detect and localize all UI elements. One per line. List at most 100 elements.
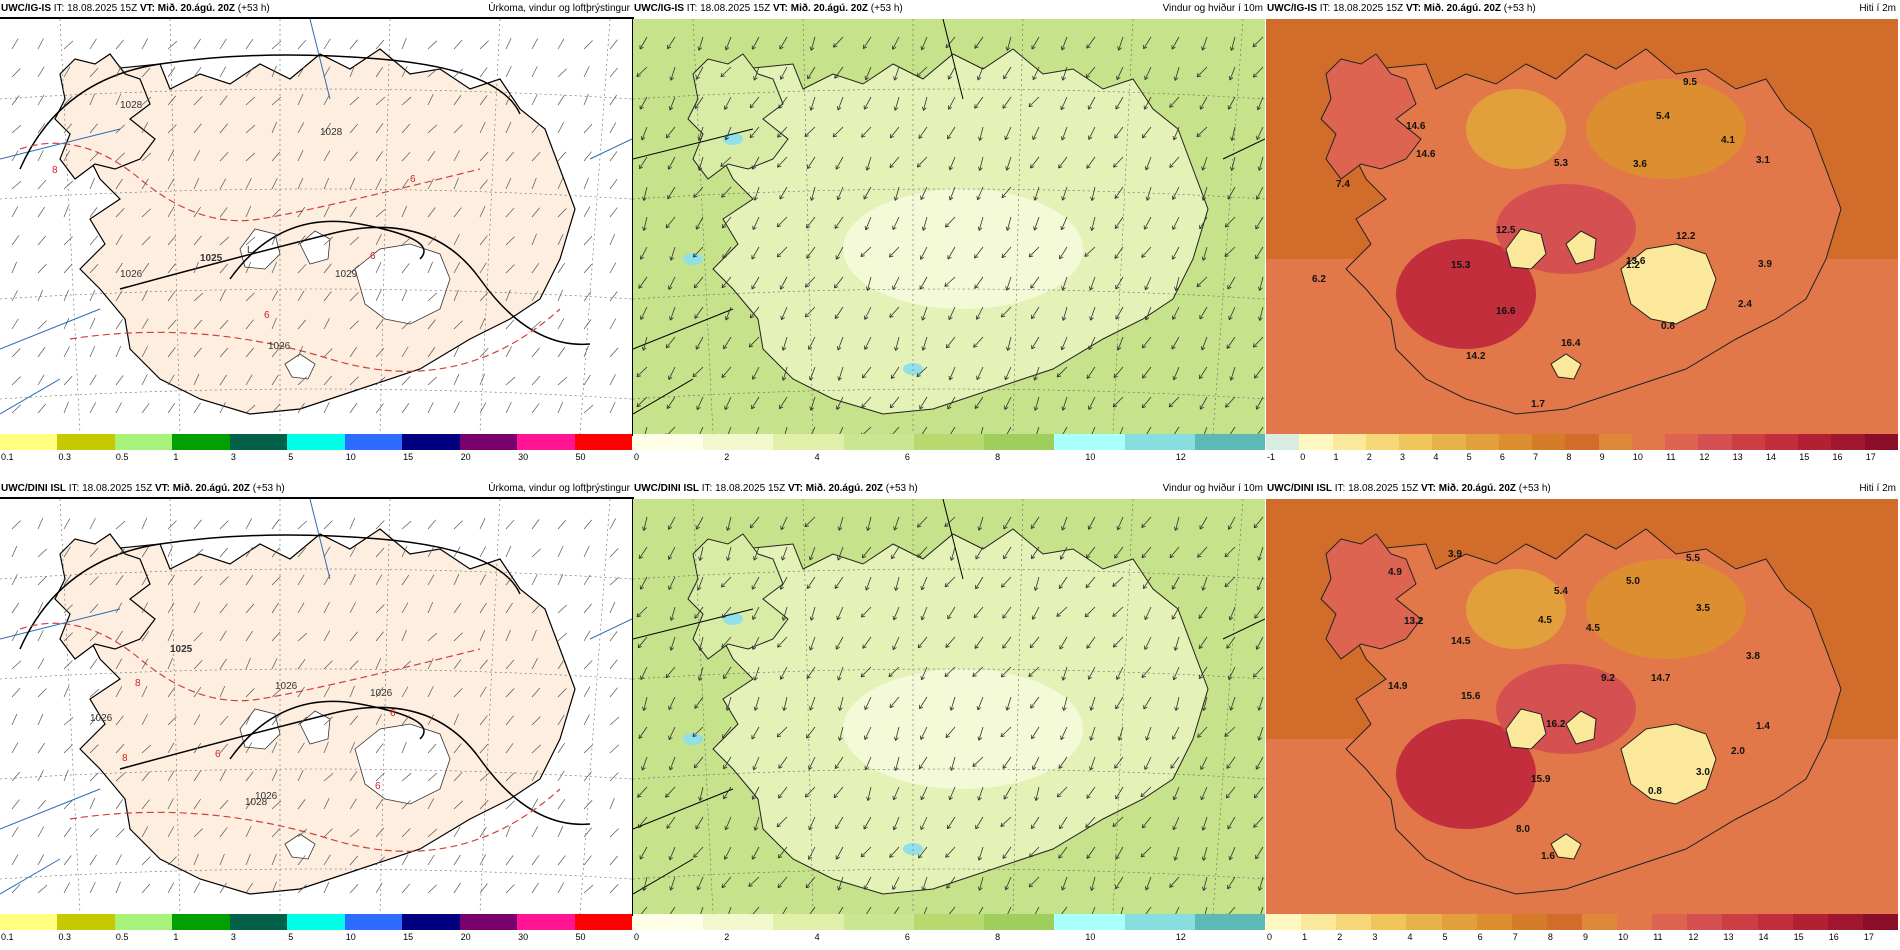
panel-header: UWC/IG-IS IT: 18.08.2025 15Z VT: Mið. 20…: [633, 0, 1265, 18]
wind-arrowhead: [781, 616, 787, 621]
temp-map[interactable]: 14.6 14.6 7.4 12.5 6.2 15.3 16.6 14.2 16.4 1.7 5.3…: [1266, 19, 1898, 434]
isobar: [119, 706, 591, 826]
wind-arrowhead: [1005, 166, 1010, 171]
wind-arrow: [668, 516, 676, 530]
wind-barb: [11, 742, 19, 754]
wind-barb: [271, 715, 280, 726]
wind-arrowhead: [808, 765, 813, 770]
wind-arrowhead: [1004, 135, 1009, 141]
precip-map[interactable]: 1025 1026 1026 1026 1028 1026 8 8 6 6 6: [0, 497, 634, 916]
temperature-value: 3.5: [1696, 603, 1710, 614]
wind-arrow: [668, 546, 676, 560]
wind-arrow: [777, 876, 788, 888]
wind-barb: [63, 317, 70, 330]
wind-arrow: [1200, 786, 1208, 800]
temperature-value: 1.6: [1541, 851, 1555, 862]
contour-label: 1028: [120, 100, 143, 111]
wind-arrow: [780, 66, 788, 80]
wind-arrowhead: [1060, 46, 1066, 51]
wind-arrow: [721, 366, 732, 378]
wind-barb: [245, 630, 253, 642]
colorbar-swatch: [843, 434, 915, 450]
wind-arrow: [1228, 96, 1236, 110]
wind-arrow: [669, 306, 676, 321]
wind-barb: [11, 660, 22, 670]
wind-arrow: [665, 216, 676, 229]
graticule-line: [692, 19, 714, 434]
contour-label: 1025: [170, 644, 193, 655]
precip-map[interactable]: 1028 1028 1025 1029 1026 1026 8 6 6 6 L: [0, 17, 634, 436]
wind-arrow: [1091, 216, 1096, 231]
init-time: 18.08.2025 15Z: [1333, 3, 1404, 14]
wind-arrowhead: [1172, 825, 1177, 831]
wind-arrow: [1172, 216, 1180, 230]
wind-arrow: [972, 666, 984, 677]
wind-barb: [245, 292, 255, 302]
wind-arrowhead: [917, 553, 922, 558]
wind-arrowhead: [808, 376, 814, 381]
wind-map[interactable]: [633, 499, 1265, 914]
wind-arrowhead: [1197, 733, 1202, 738]
wind-arrow: [947, 246, 956, 260]
wind-barb: [427, 686, 434, 698]
wind-arrow: [1115, 276, 1124, 290]
colorbar-tick: 12: [1699, 452, 1710, 462]
wind-arrow: [1114, 126, 1124, 139]
graticule-line: [802, 19, 814, 434]
colorbar-tick: 7: [1512, 932, 1518, 942]
wind-arrow: [832, 126, 844, 138]
wind-arrow: [778, 96, 788, 109]
wind-barb: [531, 233, 537, 246]
colorbar-swatch: [1532, 434, 1566, 450]
colorbar-swatch: [1432, 434, 1467, 450]
colorbar-tick: 0: [1300, 452, 1306, 462]
panel-header: UWC/IG-IS IT: 18.08.2025 15Z VT: Mið. 20…: [1266, 0, 1898, 18]
wind-barb: [167, 882, 175, 894]
wind-arrowhead: [1252, 673, 1258, 678]
wind-barb: [583, 235, 593, 246]
wind-barb: [531, 744, 542, 754]
wind-arrow: [1058, 576, 1068, 589]
wind-barb: [453, 402, 460, 414]
wind-arrow: [669, 906, 676, 914]
wind-arrowhead: [1031, 344, 1036, 350]
wind-arrowhead: [697, 136, 703, 141]
wind-barb: [375, 178, 382, 190]
wind-arrowhead: [723, 794, 728, 800]
wind-arrowhead: [641, 766, 646, 771]
wind-arrowhead: [723, 855, 729, 860]
wind-arrowhead: [973, 343, 978, 348]
wind-arrowhead: [834, 584, 839, 589]
wind-barb: [531, 519, 540, 530]
wind-barb: [89, 797, 96, 810]
wind-barb: [167, 235, 176, 246]
wind-barb: [479, 854, 487, 866]
wind-arrow: [804, 516, 816, 528]
wind-barb: [479, 517, 486, 530]
wind-arrowhead: [749, 313, 755, 319]
wind-arrow: [894, 66, 900, 81]
temp-map[interactable]: 4.9 3.9 13.2 14.5 14.9 15.6 16.2 15.9 8.0 1.6 5.4 4…: [1266, 499, 1898, 914]
wind-arrowhead: [1085, 823, 1090, 828]
wind-arrowhead: [892, 885, 897, 890]
wind-arrow: [1061, 336, 1068, 351]
wind-arrowhead: [1090, 196, 1095, 201]
wind-barb: [505, 715, 514, 726]
wind-arrowhead: [1229, 706, 1234, 711]
glacier-outline: [354, 723, 451, 805]
wind-arrow: [1032, 126, 1040, 140]
wind-arrow: [665, 126, 676, 139]
wind-arrow: [893, 816, 900, 831]
temperature-value: 5.5: [1686, 553, 1700, 564]
wind-arrowhead: [1112, 402, 1118, 408]
wind-barb: [37, 38, 44, 50]
wind-barb: [427, 261, 433, 274]
wind-map[interactable]: [633, 19, 1265, 434]
wind-arrow: [1061, 876, 1068, 891]
wind-barb: [479, 205, 486, 218]
wind-barb: [375, 520, 385, 530]
wind-barb: [323, 318, 330, 330]
wind-arrowhead: [721, 373, 726, 378]
wind-barb: [167, 178, 175, 190]
valid-time: Mið. 20.ágú. 20Z: [172, 483, 250, 494]
